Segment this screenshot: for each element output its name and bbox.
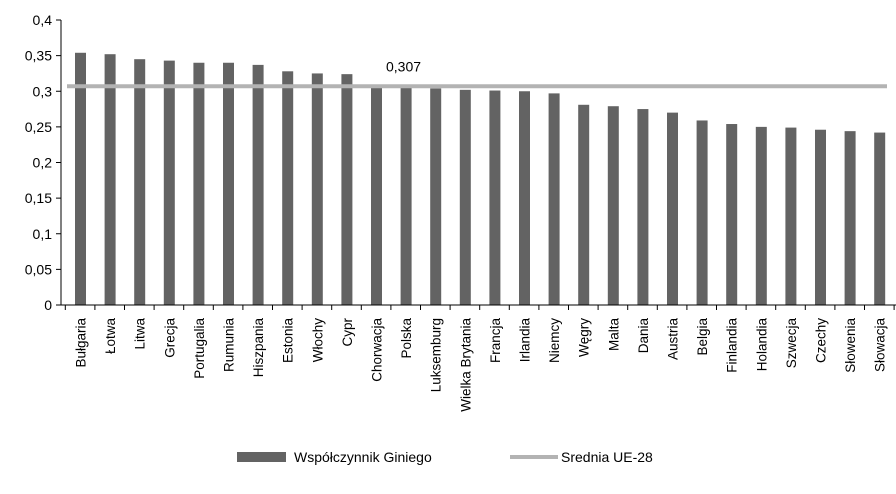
bar — [134, 59, 146, 305]
y-tick-label: 0,4 — [33, 12, 53, 28]
bar — [874, 132, 886, 305]
x-tick-label: Grecja — [162, 318, 177, 358]
legend-label-line: Srednia UE-28 — [561, 449, 653, 465]
bar — [223, 62, 234, 305]
bar — [667, 112, 678, 305]
legend-swatch-bars — [237, 452, 286, 462]
x-tick-label: Cypr — [340, 318, 355, 347]
x-tick-label: Malta — [606, 318, 621, 352]
x-tick-label: Włochy — [310, 318, 325, 363]
y-tick-label: 0,1 — [33, 226, 53, 242]
x-tick-label: Francja — [488, 318, 503, 364]
bar — [430, 88, 442, 306]
bar — [696, 120, 708, 306]
bar — [578, 104, 590, 305]
x-tick-label: Niemcy — [547, 318, 562, 363]
bar — [755, 126, 767, 305]
x-tick-label: Rumunia — [222, 318, 237, 373]
bar — [726, 124, 738, 306]
bar — [163, 60, 175, 305]
x-axis: Bułgaria Łotwa Litwa Grecja Portugalia Rumuni… — [61, 304, 896, 412]
bar — [637, 109, 649, 305]
bar — [785, 127, 797, 306]
x-tick-label: Węgry — [577, 318, 592, 357]
x-tick-label: Wielka Brytania — [458, 318, 473, 412]
y-tick-label: 0,15 — [25, 190, 52, 206]
bar — [193, 62, 205, 305]
x-tick-label: Estonia — [281, 318, 296, 364]
bar — [104, 54, 116, 306]
legend-label-bars: Współczynnik Giniego — [294, 449, 432, 465]
y-tick-label: 0,35 — [25, 48, 52, 64]
bar — [459, 89, 471, 305]
bar — [252, 64, 264, 305]
x-tick-label: Słowenia — [843, 318, 858, 373]
x-tick-label: Holandia — [754, 318, 769, 372]
bar — [75, 52, 86, 306]
x-tick-label: Chorwacja — [370, 318, 385, 382]
legend: Współczynnik Giniego Srednia UE-28 — [237, 449, 653, 465]
x-tick-label: Bułgaria — [74, 318, 89, 368]
x-tick-label: Litwa — [133, 318, 148, 350]
average-annotation: 0,307 — [386, 58, 421, 74]
x-tick-label: Łotwa — [103, 318, 118, 355]
x-tick-label: Austria — [666, 318, 681, 361]
x-tick-label: Belgia — [695, 318, 710, 356]
x-tick-label: Irlandia — [518, 318, 533, 363]
x-tick-label: Luksemburg — [429, 318, 444, 392]
x-tick-label: Hiszpania — [251, 318, 266, 378]
bar — [282, 71, 294, 305]
y-tick-label: 0,2 — [33, 155, 53, 171]
bar — [400, 87, 412, 305]
bars — [75, 52, 886, 306]
y-tick-label: 0 — [44, 297, 52, 313]
x-tick-label: Portugalia — [192, 318, 207, 379]
bar — [341, 74, 353, 306]
bar — [311, 73, 323, 305]
bar — [844, 131, 856, 305]
x-tick-label: Czechy — [814, 318, 829, 363]
y-tick-label: 0,05 — [25, 261, 52, 277]
bar — [489, 90, 501, 305]
bar — [548, 93, 560, 305]
y-tick-label: 0,3 — [33, 83, 53, 99]
x-tick-label: Polska — [399, 318, 414, 359]
x-tick-label: Słowacja — [873, 318, 888, 373]
y-tick-label: 0,25 — [25, 119, 52, 135]
bar — [371, 86, 382, 305]
bar — [519, 91, 530, 305]
bar — [607, 106, 619, 306]
x-tick-label: Dania — [636, 318, 651, 354]
x-tick-label: Szwecja — [784, 318, 799, 369]
x-tick-label: Finlandia — [725, 318, 740, 373]
bar — [815, 129, 826, 305]
y-axis: 0 0,05 0,1 0,15 0,2 0,25 0,3 0,35 0,4 — [25, 12, 62, 313]
